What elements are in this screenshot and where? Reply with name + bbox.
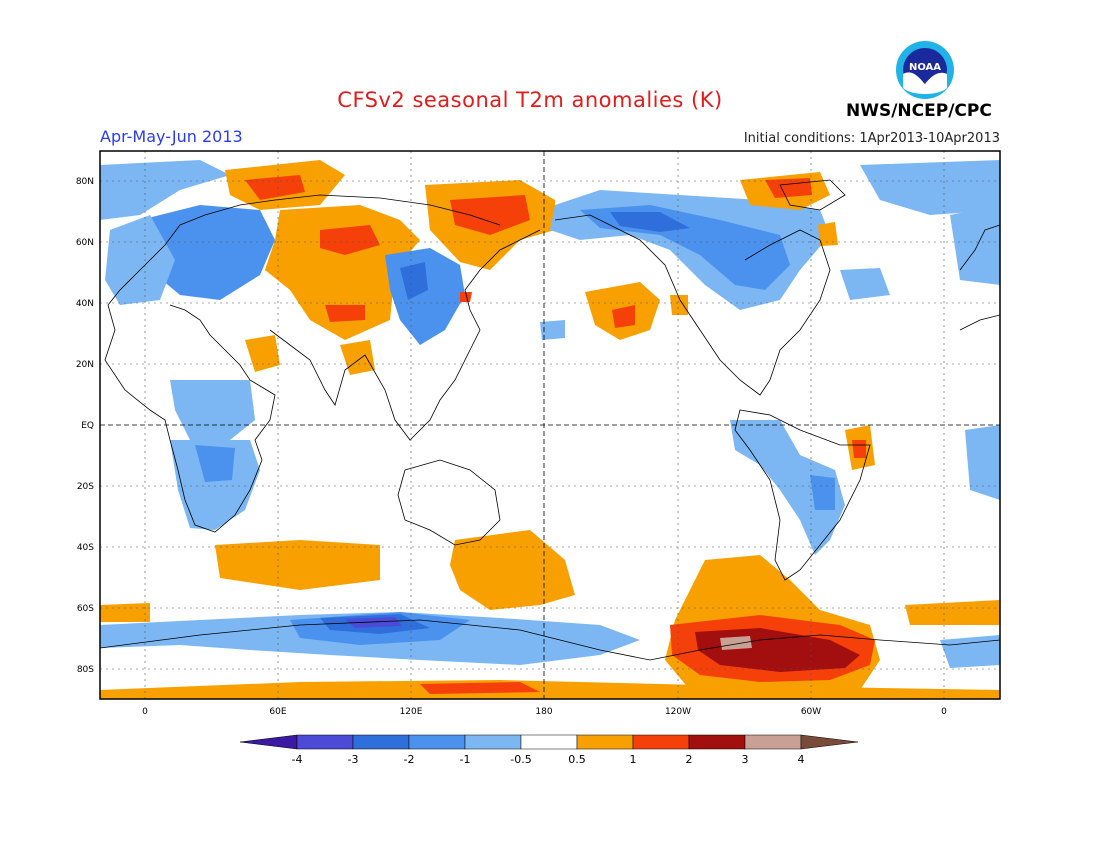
- anomaly-cool-south-america-core: [810, 475, 835, 510]
- colorbar-swatch-4: [464, 734, 522, 750]
- anomaly-warm-central-asia: [265, 205, 420, 340]
- anomaly-cool-antarctic-core3: [345, 617, 402, 628]
- anomaly-warm-siberia-west-core: [245, 175, 305, 200]
- anomaly-warm-atlantic-south: [905, 600, 1000, 625]
- colorbar-label-4: -0.5: [510, 753, 531, 766]
- coast-asia: [269, 229, 541, 441]
- lon-label-120w: 120W: [665, 707, 691, 717]
- forecast-period: Apr-May-Jun 2013: [100, 127, 243, 146]
- anomaly-warm-indian-small: [100, 603, 150, 622]
- agency-label: NWS/NCEP/CPC: [846, 101, 992, 121]
- lat-label-40n: 40N: [76, 299, 94, 309]
- colorbar-swatch-3: [408, 734, 466, 750]
- colorbar-label-3: -1: [460, 753, 471, 766]
- anomaly-cool-antarctic-east: [940, 635, 1000, 668]
- coast-south-america: [734, 409, 871, 581]
- colorbar-swatch-2: [352, 734, 410, 750]
- coast-australia: [397, 459, 501, 546]
- anomaly-warm-south-pole-core: [420, 682, 540, 694]
- lon-label-0-east: 0: [941, 707, 947, 717]
- colorbar-swatch-8: [688, 734, 746, 750]
- colorbar-swatch-9: [744, 734, 802, 750]
- anomaly-cool-europe-east: [950, 205, 1000, 285]
- colorbar-swatch-10: [800, 734, 859, 750]
- colorbar-label-0: -4: [292, 753, 303, 766]
- longitude-labels: 0 60E 120E 180 120W 60W 0: [142, 707, 947, 717]
- lon-label-0-west: 0: [142, 707, 148, 717]
- colorbar-label-2: -2: [404, 753, 415, 766]
- colorbar-label-7: 2: [686, 753, 693, 766]
- anomaly-warm-brazil-core: [852, 440, 866, 458]
- anomaly-cool-pacific-small: [540, 320, 565, 340]
- coastlines: [100, 179, 1000, 661]
- colorbar-label-9: 4: [798, 753, 805, 766]
- colorbar-swatch-0: [239, 734, 298, 750]
- anomaly-cool-europe-light: [105, 215, 175, 305]
- lat-label-60n: 60N: [76, 238, 94, 248]
- lat-label-80s: 80S: [77, 665, 94, 675]
- anomaly-cool-africa-south: [170, 440, 260, 530]
- initial-conditions: Initial conditions: 1Apr2013-10Apr2013: [743, 131, 1000, 146]
- lat-label-40s: 40S: [77, 543, 94, 553]
- colorbar-swatch-6: [576, 734, 634, 750]
- anomaly-warm-tasman: [450, 530, 575, 610]
- colorbar-swatch-5: [520, 734, 578, 750]
- latitude-labels: 80N 60N 40N 20N EQ 20S 40S 60S 80S: [76, 177, 94, 675]
- anomaly-cool-atlantic-east: [965, 425, 1000, 500]
- chart-title-text: CFSv2 seasonal T2m anomalies (K): [337, 88, 723, 112]
- lat-label-20n: 20N: [76, 360, 94, 370]
- anomaly-cool-africa-core: [195, 445, 235, 482]
- anomaly-warm-central-asia-core2: [325, 305, 365, 322]
- anomaly-warm-north-pacific-core: [612, 305, 635, 328]
- colorbar-label-8: 3: [742, 753, 749, 766]
- anomaly-warm-india: [340, 340, 375, 375]
- colorbar-label-5: 0.5: [568, 753, 586, 766]
- lon-label-60w: 60W: [801, 707, 821, 717]
- colorbar-label-6: 1: [630, 753, 637, 766]
- anomaly-cool-arctic-east: [860, 160, 1000, 215]
- anomaly-fields: [100, 160, 1000, 699]
- coast-europe-africa: [104, 194, 501, 533]
- colorbar-swatch-1: [296, 734, 354, 750]
- logo-text: NOAA: [909, 62, 941, 73]
- anomaly-cool-atlantic: [840, 268, 890, 300]
- lat-label-eq: EQ: [81, 421, 94, 431]
- noaa-logo-icon: NOAA: [896, 41, 954, 99]
- anomaly-cool-europe-russia: [140, 205, 275, 300]
- lon-label-60e: 60E: [269, 707, 286, 717]
- map-frame: [99, 150, 1001, 700]
- gridlines: [100, 151, 1000, 699]
- anomaly-cool-east-asia-core: [400, 262, 428, 300]
- lat-label-80n: 80N: [76, 177, 94, 187]
- colorbar-swatch-7: [632, 734, 690, 750]
- anomaly-warm-south-pacific-core3: [720, 636, 752, 650]
- equator-dateline: [100, 151, 1000, 699]
- chart-title: CFSv2 seasonal T2m anomalies (K): [0, 88, 1100, 112]
- colorbar-label-1: -3: [348, 753, 359, 766]
- anomaly-warm-labrador: [818, 222, 838, 246]
- lat-label-20s: 20S: [77, 482, 94, 492]
- coast-europe-east: [959, 224, 1000, 331]
- anomaly-warm-california: [670, 295, 688, 315]
- anomaly-warm-east-siberia-core: [450, 195, 530, 235]
- anomaly-warm-south-indian: [215, 540, 380, 590]
- lon-label-120e: 120E: [400, 707, 423, 717]
- lat-label-60s: 60S: [77, 604, 94, 614]
- anomaly-cool-north-america-core2: [610, 212, 690, 232]
- anomaly-warm-arabia: [245, 335, 280, 372]
- anomaly-cool-south-america: [730, 420, 845, 555]
- colorbar: -4 -3 -2 -1 -0.5 0.5 1 2 3 4: [239, 734, 859, 766]
- lon-label-180: 180: [535, 707, 552, 717]
- anomaly-cool-arctic-west: [100, 160, 230, 220]
- anomaly-warm-central-asia-core: [320, 225, 380, 255]
- anomaly-warm-japan: [460, 292, 472, 302]
- coast-antarctica: [100, 619, 1000, 661]
- anomaly-warm-south-pole: [100, 680, 1000, 699]
- coast-north-america: [554, 214, 831, 396]
